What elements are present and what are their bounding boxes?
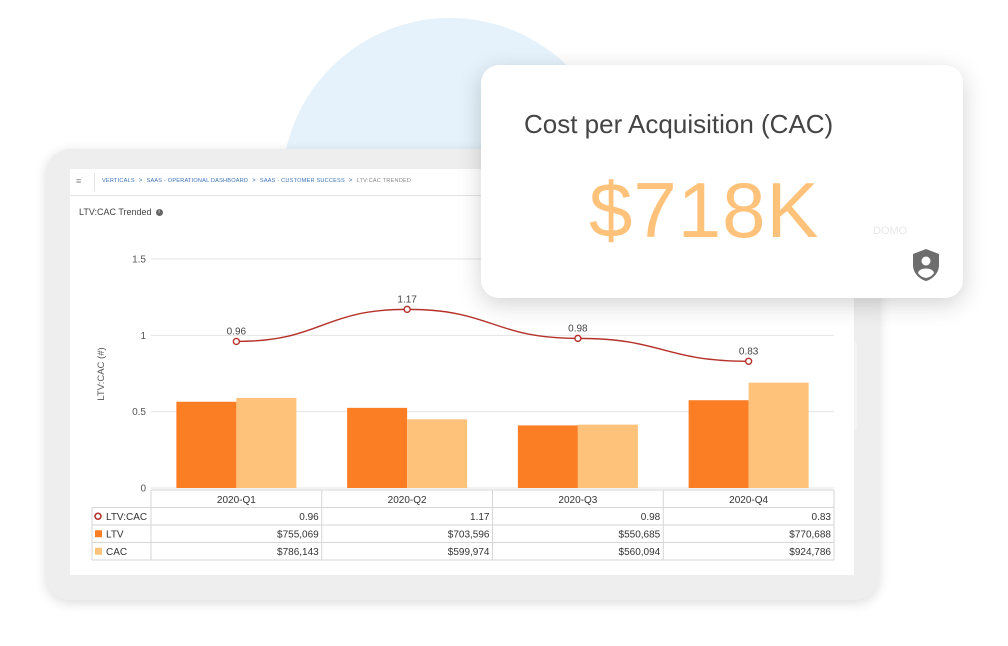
widget-title-text: LTV:CAC Trended xyxy=(79,207,152,217)
breadcrumb-item[interactable]: SAAS - CUSTOMER SUCCESS xyxy=(259,178,345,184)
bar-cac xyxy=(236,397,297,488)
kpi-ghost-text: DOMO xyxy=(873,225,908,237)
ltv-cac-chart: 1.5 1 0.5 0 LTV:CAC (#) 0.96 1.17 0.98 0.83 2020-… xyxy=(91,255,835,561)
y-axis-label: LTV:CAC (#) xyxy=(96,347,107,400)
table-cell: $550,685 xyxy=(619,529,661,540)
breadcrumb: VERTICALS > SAAS - OPERATIONAL DASHBOARD > S… xyxy=(102,178,411,184)
table-row-label: LTV xyxy=(106,529,124,540)
bar-ltv xyxy=(517,425,578,488)
legend-marker-line xyxy=(94,512,102,521)
x-category-label: 2020-Q2 xyxy=(388,495,427,506)
bar-ltv xyxy=(176,401,237,488)
line-point xyxy=(403,305,411,314)
table-row-label: CAC xyxy=(106,547,127,558)
bar-cac xyxy=(407,419,468,488)
table-row-label: LTV:CAC xyxy=(106,512,147,523)
kpi-title: Cost per Acquisition (CAC) xyxy=(524,109,834,139)
table-cell: 0.83 xyxy=(812,512,832,523)
line-point xyxy=(232,337,241,346)
x-category-label: 2020-Q3 xyxy=(558,495,597,506)
breadcrumb-item[interactable]: SAAS - OPERATIONAL DASHBOARD xyxy=(146,178,249,184)
y-tick-label: 1 xyxy=(140,331,146,342)
table-cell: 0.98 xyxy=(641,512,661,523)
table-cell: $560,094 xyxy=(619,547,661,558)
data-label: 0.98 xyxy=(568,323,588,334)
table-cell: $599,974 xyxy=(448,547,490,558)
bar-ltv xyxy=(347,407,408,488)
table-cell: $786,143 xyxy=(277,547,319,558)
table-cell: $924,786 xyxy=(789,547,831,558)
x-category-label: 2020-Q4 xyxy=(729,495,768,506)
line-ltv-cac xyxy=(236,308,749,362)
line-point xyxy=(574,334,582,343)
table-cell: 1.17 xyxy=(470,512,490,523)
legend-marker-square xyxy=(95,547,102,555)
chevron-right-icon: > xyxy=(252,178,256,184)
table-cell: $770,688 xyxy=(789,529,831,540)
y-tick-label: 0.5 xyxy=(132,407,146,418)
kpi-card: Cost per Acquisition (CAC) $718K DOMO xyxy=(481,65,963,298)
breadcrumb-item[interactable]: VERTICALS xyxy=(102,178,135,184)
menu-icon[interactable]: ≡ xyxy=(76,176,82,186)
bar-ltv xyxy=(688,400,749,488)
x-category-label: 2020-Q1 xyxy=(217,495,256,506)
legend-marker-square xyxy=(95,530,102,538)
table-cell: 0.96 xyxy=(299,512,319,523)
divider xyxy=(94,173,95,191)
line-point xyxy=(744,357,753,365)
y-tick-label: 1.5 xyxy=(132,255,146,266)
breadcrumb-current: LTV:CAC TRENDED xyxy=(356,178,412,184)
user-shield-icon[interactable] xyxy=(911,248,941,282)
chevron-right-icon: > xyxy=(348,178,353,184)
widget-title: LTV:CAC Trended i xyxy=(79,207,163,217)
data-label: 0.96 xyxy=(227,326,247,337)
table-cell: $755,069 xyxy=(277,529,319,540)
data-label: 1.17 xyxy=(397,294,417,305)
info-icon[interactable]: i xyxy=(155,209,163,217)
y-tick-label: 0 xyxy=(140,484,146,495)
bar-cac xyxy=(577,424,638,488)
bar-cac xyxy=(748,382,809,488)
table-cell: $703,596 xyxy=(448,529,490,540)
chevron-right-icon: > xyxy=(138,178,143,184)
kpi-value: $718K xyxy=(589,166,820,254)
data-label: 0.83 xyxy=(739,346,759,357)
